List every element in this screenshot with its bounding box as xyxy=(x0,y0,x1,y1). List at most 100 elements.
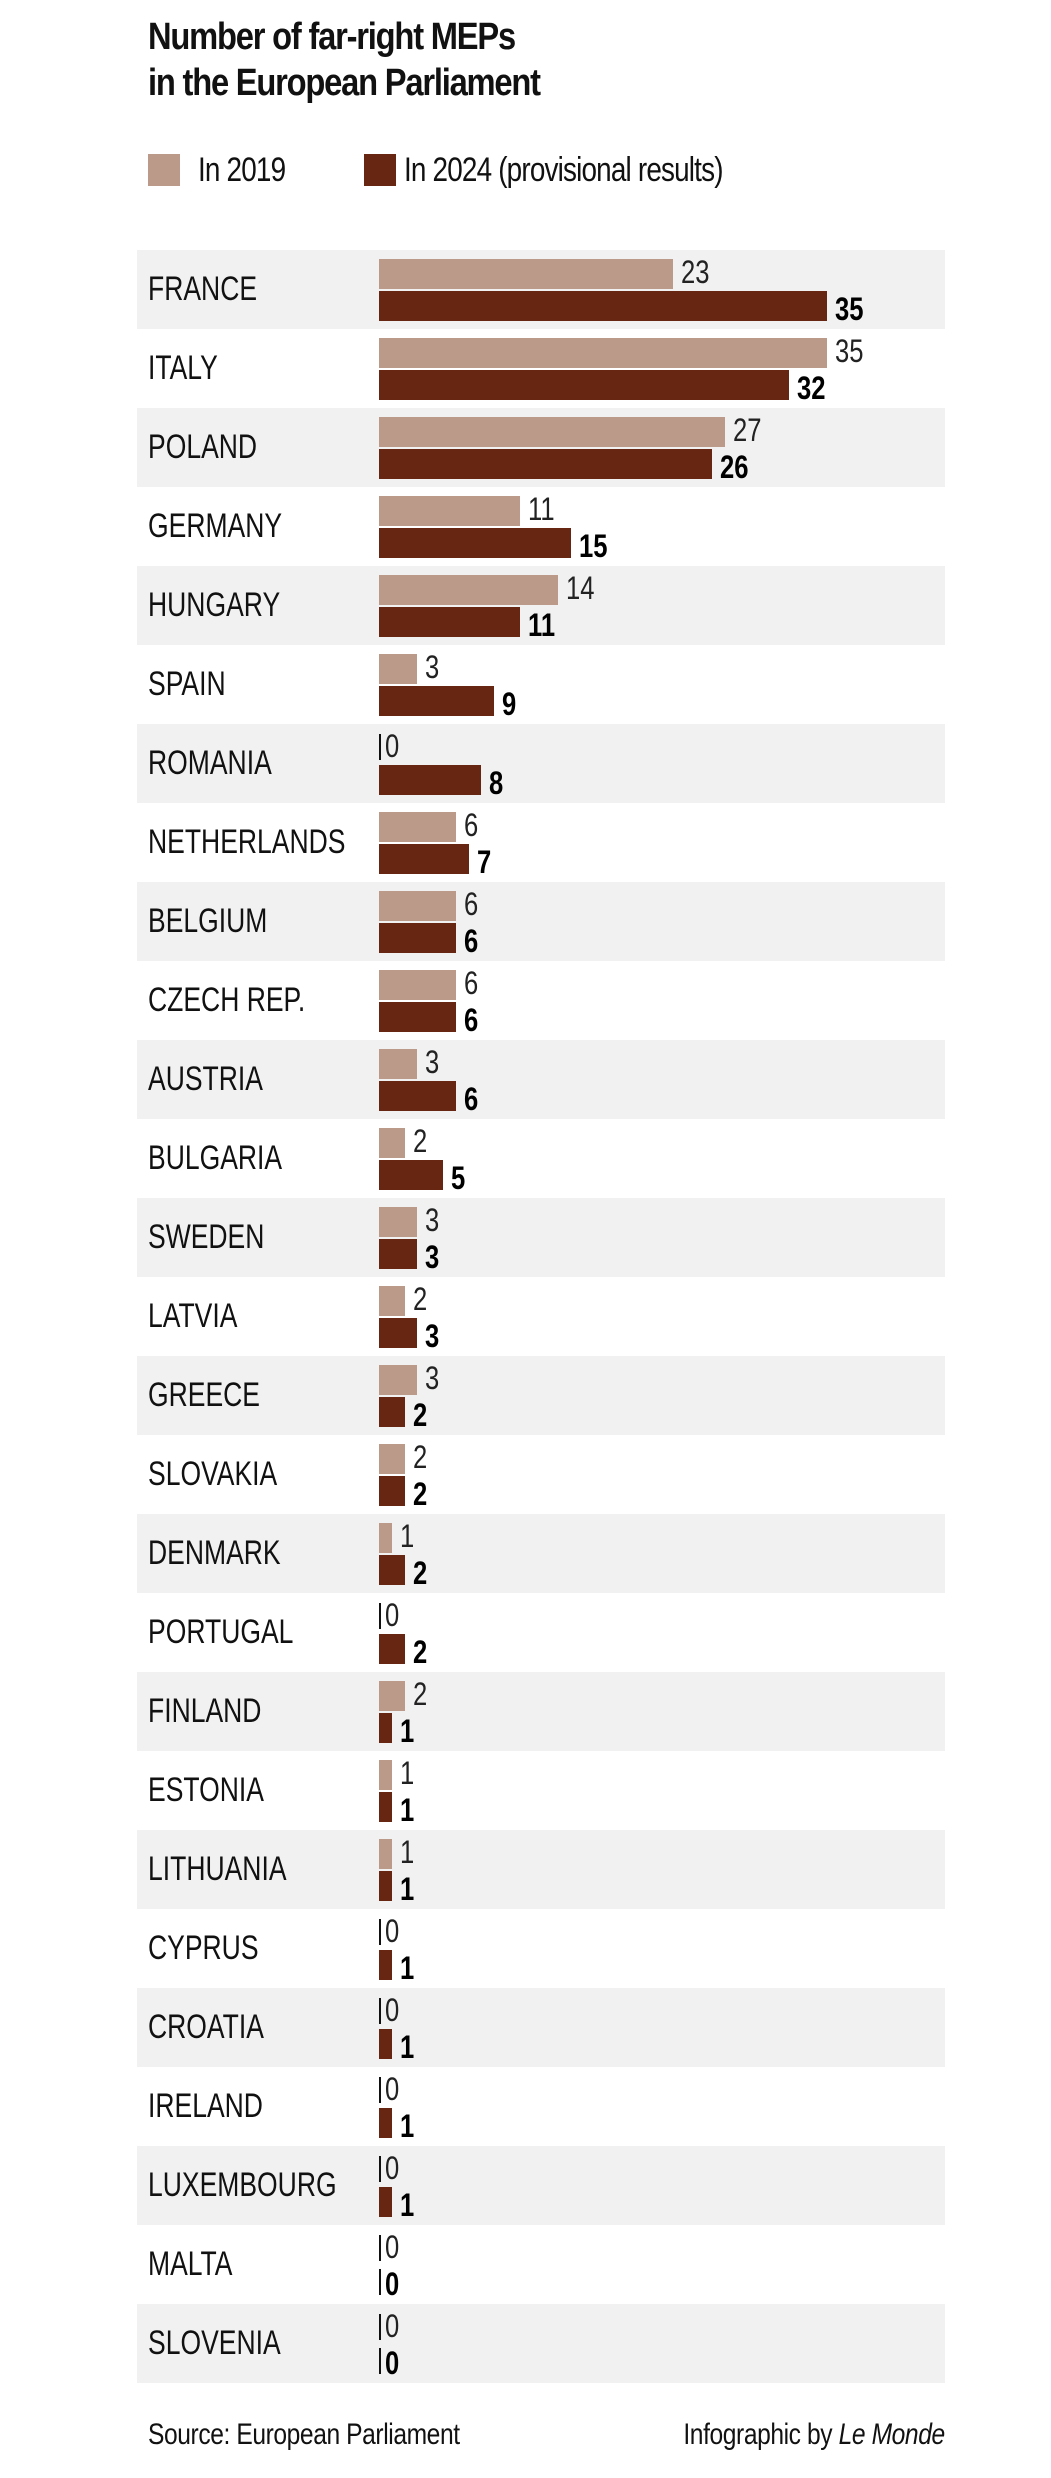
zero-tick-2019 xyxy=(379,734,381,760)
country-label: FINLAND xyxy=(148,1692,262,1730)
bar-2019 xyxy=(379,970,456,1000)
chart-row: POLAND 27 26 xyxy=(137,408,945,487)
bar-2019 xyxy=(379,1523,392,1553)
value-label-2019: 0 xyxy=(385,2071,400,2107)
bar-2024 xyxy=(379,1555,405,1585)
bar-2024 xyxy=(379,607,520,637)
value-label-2019: 0 xyxy=(385,1913,400,1949)
value-label-2019: 3 xyxy=(425,1044,440,1080)
chart-row: BULGARIA 2 5 xyxy=(137,1119,945,1198)
country-label: ROMANIA xyxy=(148,744,272,782)
bar-2019 xyxy=(379,1365,418,1395)
value-label-2024: 8 xyxy=(489,765,504,801)
value-label-2019: 14 xyxy=(566,570,595,606)
country-label: IRELAND xyxy=(148,2087,263,2125)
value-label-2019: 35 xyxy=(835,333,864,369)
country-label: BULGARIA xyxy=(148,1139,283,1177)
title-line-2: in the European Parliament xyxy=(148,62,541,104)
value-label-2019: 2 xyxy=(412,1439,427,1475)
country-label: LITHUANIA xyxy=(148,1850,287,1888)
bar-2024 xyxy=(379,1160,443,1190)
bar-2019 xyxy=(379,1444,405,1474)
chart-row: LATVIA 2 3 xyxy=(137,1277,945,1356)
chart-title: Number of far-right MEPs in the European… xyxy=(148,14,541,106)
chart-row: GERMANY 11 15 xyxy=(137,487,945,566)
chart-row: SLOVENIA 0 0 xyxy=(137,2304,945,2383)
chart-row: SLOVAKIA 2 2 xyxy=(137,1435,945,1514)
value-label-2019: 0 xyxy=(385,2150,400,2186)
value-label-2019: 2 xyxy=(412,1281,427,1317)
bar-2024 xyxy=(379,1002,456,1032)
bar-2019 xyxy=(379,1128,405,1158)
bar-2019 xyxy=(379,1681,405,1711)
legend-item-2024: In 2024 (provisional results) xyxy=(364,151,793,190)
country-label: MALTA xyxy=(148,2245,233,2283)
chart-row: IRELAND 0 1 xyxy=(137,2067,945,2146)
value-label-2024: 6 xyxy=(463,1002,479,1038)
zero-tick-2019 xyxy=(379,2314,381,2340)
chart-row: GREECE 3 2 xyxy=(137,1356,945,1435)
bar-2024 xyxy=(379,1792,392,1822)
bar-chart-rows: FRANCE 23 35 ITALY 35 32 POLAND 27 26 GERMANY 11 15… xyxy=(137,250,945,2383)
country-label: PORTUGAL xyxy=(148,1613,294,1651)
bar-2024 xyxy=(379,1397,405,1427)
bar-2019 xyxy=(379,1049,418,1079)
chart-row: ITALY 35 32 xyxy=(137,329,945,408)
bar-2024 xyxy=(379,844,469,874)
bar-2024 xyxy=(379,923,456,953)
value-label-2024: 1 xyxy=(399,1792,415,1828)
country-label: LUXEMBOURG xyxy=(148,2166,337,2204)
bar-2019 xyxy=(379,1839,392,1869)
country-label: GERMANY xyxy=(148,507,283,545)
value-label-2024: 1 xyxy=(399,1713,415,1749)
zero-tick-2019 xyxy=(379,1603,381,1629)
value-label-2019: 2 xyxy=(412,1123,427,1159)
bar-2024 xyxy=(379,1950,392,1980)
bar-2024 xyxy=(379,291,827,321)
value-label-2019: 0 xyxy=(385,2308,400,2344)
zero-tick-2019 xyxy=(379,1998,381,2024)
value-label-2019: 23 xyxy=(681,254,710,290)
bar-2024 xyxy=(379,2029,392,2059)
bar-2024 xyxy=(379,528,571,558)
zero-tick-2019 xyxy=(379,2077,381,2103)
zero-tick-2024 xyxy=(379,2348,381,2374)
value-label-2019: 3 xyxy=(425,649,440,685)
value-label-2024: 11 xyxy=(527,607,555,643)
chart-row: MALTA 0 0 xyxy=(137,2225,945,2304)
bar-2019 xyxy=(379,654,418,684)
bar-2024 xyxy=(379,1871,392,1901)
country-label: LATVIA xyxy=(148,1297,238,1335)
chart-row: AUSTRIA 3 6 xyxy=(137,1040,945,1119)
bar-2024 xyxy=(379,2187,392,2217)
bar-2024 xyxy=(379,686,495,716)
zero-tick-2019 xyxy=(379,2156,381,2182)
value-label-2024: 7 xyxy=(476,844,491,880)
value-label-2024: 0 xyxy=(385,2266,400,2302)
zero-tick-2019 xyxy=(379,2235,381,2261)
chart-row: DENMARK 1 2 xyxy=(137,1514,945,1593)
bar-2019 xyxy=(379,1207,418,1237)
value-label-2019: 1 xyxy=(399,1755,415,1791)
country-label: CZECH REP. xyxy=(148,981,306,1019)
value-label-2024: 35 xyxy=(835,291,864,327)
chart-row: LITHUANIA 1 1 xyxy=(137,1830,945,1909)
chart-row: CZECH REP. 6 6 xyxy=(137,961,945,1040)
bar-2024 xyxy=(379,1081,456,1111)
chart-row: NETHERLANDS 6 7 xyxy=(137,803,945,882)
value-label-2019: 0 xyxy=(385,1597,400,1633)
source-note: Source: European Parliament xyxy=(148,2418,460,2451)
country-label: POLAND xyxy=(148,428,258,466)
country-label: ITALY xyxy=(148,349,218,387)
legend-label-2019: In 2019 xyxy=(198,150,286,189)
value-label-2024: 1 xyxy=(399,2108,415,2144)
chart-row: SPAIN 3 9 xyxy=(137,645,945,724)
value-label-2019: 6 xyxy=(463,807,479,843)
value-label-2024: 1 xyxy=(399,1871,415,1907)
country-label: NETHERLANDS xyxy=(148,823,346,861)
value-label-2024: 2 xyxy=(412,1397,427,1433)
value-label-2024: 9 xyxy=(502,686,517,722)
country-label: SWEDEN xyxy=(148,1218,265,1256)
bar-2019 xyxy=(379,891,456,921)
bar-2024 xyxy=(379,449,712,479)
